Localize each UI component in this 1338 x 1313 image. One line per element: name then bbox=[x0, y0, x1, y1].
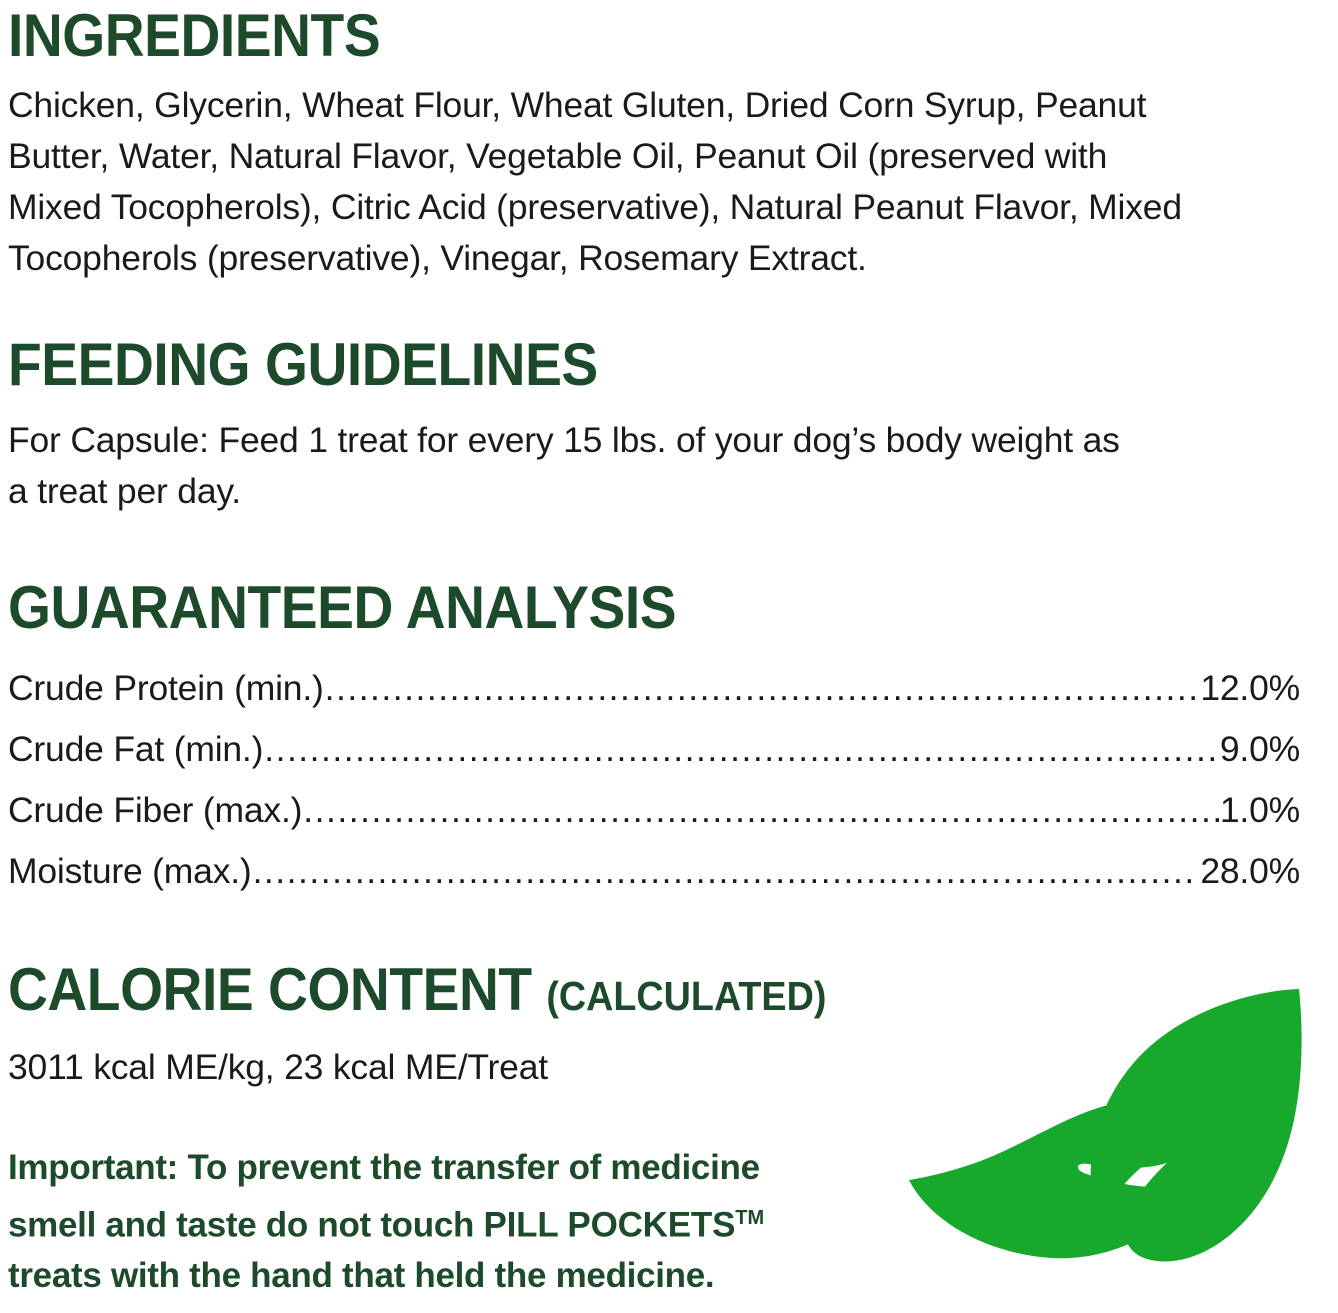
important-note-line-1: Important: To prevent the transfer of me… bbox=[8, 1148, 760, 1187]
important-note-line-2: smell and taste do not touch PILL POCKET… bbox=[8, 1193, 838, 1251]
calorie-content-body-text: 3011 kcal ME/kg, 23 kcal ME/Treat bbox=[8, 1047, 548, 1087]
important-note: Important: To prevent the transfer of me… bbox=[8, 1143, 838, 1301]
nutrient-value: 1.0% bbox=[1219, 790, 1300, 830]
dot-leader: ........................................… bbox=[303, 790, 1219, 830]
nutrient-value: 12.0% bbox=[1200, 668, 1300, 708]
table-row: Crude Protein (min.) ...................… bbox=[8, 658, 1300, 719]
two-leaves-icon bbox=[895, 975, 1338, 1308]
feeding-guidelines-heading: FEEDING GUIDELINES bbox=[8, 331, 598, 398]
trademark-symbol: TM bbox=[735, 1207, 765, 1229]
guaranteed-analysis-table: Crude Protein (min.) ...................… bbox=[8, 658, 1300, 902]
guaranteed-analysis-heading: GUARANTEED ANALYSIS bbox=[8, 574, 677, 641]
important-note-line-2-prefix: smell and taste do not touch bbox=[8, 1205, 484, 1245]
table-row: Crude Fiber (max.) .....................… bbox=[8, 780, 1300, 841]
nutrient-label: Moisture (max.) bbox=[8, 851, 252, 891]
table-row: Moisture (max.) ........................… bbox=[8, 841, 1300, 902]
nutrient-label: Crude Fat (min.) bbox=[8, 729, 264, 769]
calorie-content-heading-main: CALORIE CONTENT bbox=[8, 956, 532, 1023]
dot-leader: ........................................… bbox=[252, 851, 1200, 891]
calorie-content-heading: CALORIE CONTENT (CALCULATED) bbox=[8, 960, 826, 1020]
table-row: Crude Fat (min.) .......................… bbox=[8, 719, 1300, 780]
dot-leader: ........................................… bbox=[324, 668, 1200, 708]
nutrient-label: Crude Protein (min.) bbox=[8, 668, 324, 708]
pill-pockets-brand: PILL POCKETS bbox=[483, 1205, 736, 1245]
ingredients-heading: INGREDIENTS bbox=[8, 2, 381, 69]
feeding-guidelines-body-text: For Capsule: Feed 1 treat for every 15 l… bbox=[8, 420, 1120, 511]
calorie-content-heading-sub: (CALCULATED) bbox=[546, 973, 827, 1019]
ingredients-body-text: Chicken, Glycerin, Wheat Flour, Wheat Gl… bbox=[8, 85, 1182, 278]
important-note-line-3: treats with the hand that held the medic… bbox=[8, 1255, 715, 1295]
small-leaf-shape bbox=[909, 1101, 1188, 1259]
nutrient-value: 9.0% bbox=[1219, 729, 1300, 769]
nutrient-value: 28.0% bbox=[1200, 851, 1300, 891]
nutrient-label: Crude Fiber (max.) bbox=[8, 790, 303, 830]
dot-leader: ........................................… bbox=[264, 729, 1219, 769]
